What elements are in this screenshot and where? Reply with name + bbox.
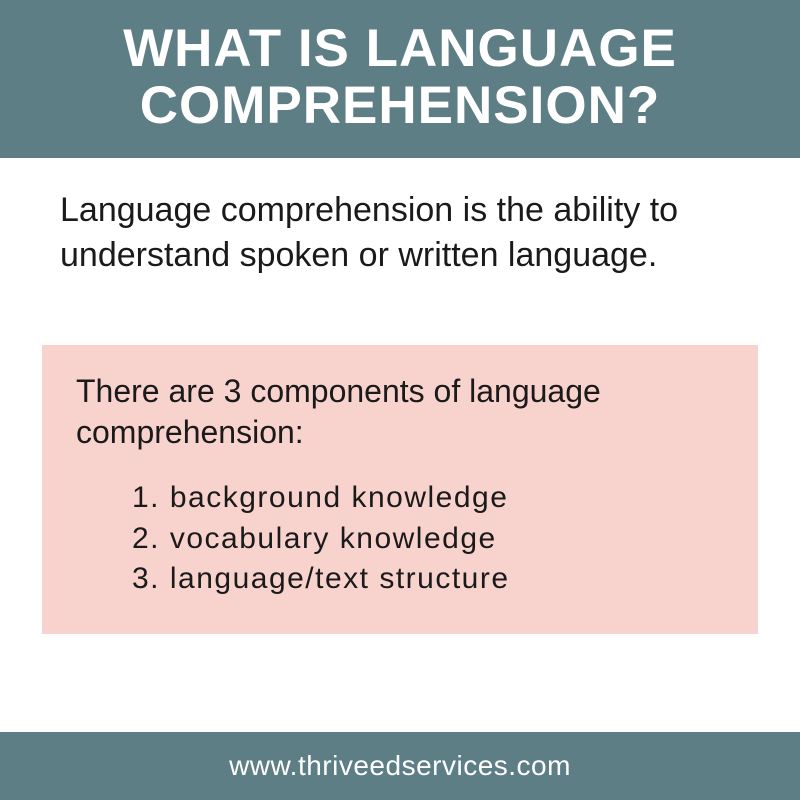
main-title: WHAT IS LANGUAGE COMPREHENSION? — [30, 20, 770, 134]
body-section: Language comprehension is the ability to… — [0, 158, 800, 316]
header-banner: WHAT IS LANGUAGE COMPREHENSION? — [0, 0, 800, 158]
list-item: 3. language/text structure — [132, 559, 724, 600]
list-item: 2. vocabulary knowledge — [132, 519, 724, 560]
footer-banner: www.thriveedservices.com — [0, 732, 800, 800]
components-intro: There are 3 components of language compr… — [76, 371, 724, 454]
components-list: 1. background knowledge 2. vocabulary kn… — [76, 478, 724, 600]
footer-url: www.thriveedservices.com — [0, 750, 800, 782]
list-item: 1. background knowledge — [132, 478, 724, 519]
spacer — [0, 634, 800, 732]
components-box: There are 3 components of language compr… — [42, 345, 758, 634]
definition-text: Language comprehension is the ability to… — [60, 188, 740, 276]
